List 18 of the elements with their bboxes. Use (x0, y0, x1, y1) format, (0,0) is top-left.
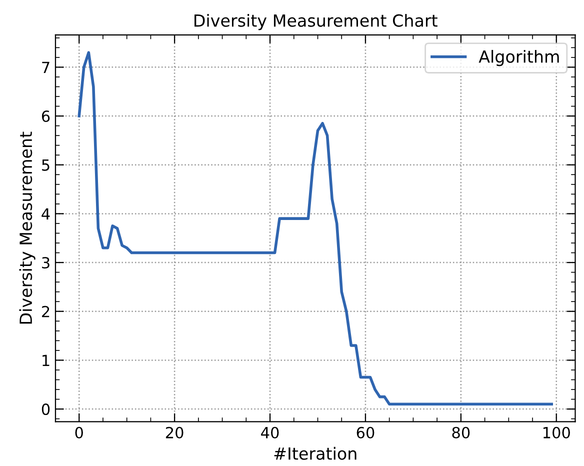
y-tick-label: 5 (42, 160, 50, 171)
y-axis-title: Diversity Measurement (19, 132, 36, 324)
x-tick-label: 80 (452, 426, 470, 438)
y-tick-label: 0 (42, 404, 50, 416)
y-tick-label: 3 (42, 256, 50, 269)
x-axis-title: #Iteration (274, 446, 356, 460)
y-tick-label: 1 (42, 354, 50, 366)
y-tick-label: 6 (42, 110, 50, 122)
legend-label: Algorithm (478, 50, 559, 66)
x-tick-label: 100 (543, 426, 570, 438)
x-tick-label: 40 (261, 426, 279, 438)
x-tick-label: 20 (166, 426, 184, 438)
x-tick-label: 60 (356, 426, 374, 438)
y-tick-label: 4 (42, 208, 50, 220)
y-tick-label: 2 (42, 306, 50, 318)
chart-title: Diversity Measurement Chart (194, 14, 438, 30)
y-tick-label: 7 (42, 62, 50, 73)
x-tick-label: 0 (75, 426, 83, 438)
